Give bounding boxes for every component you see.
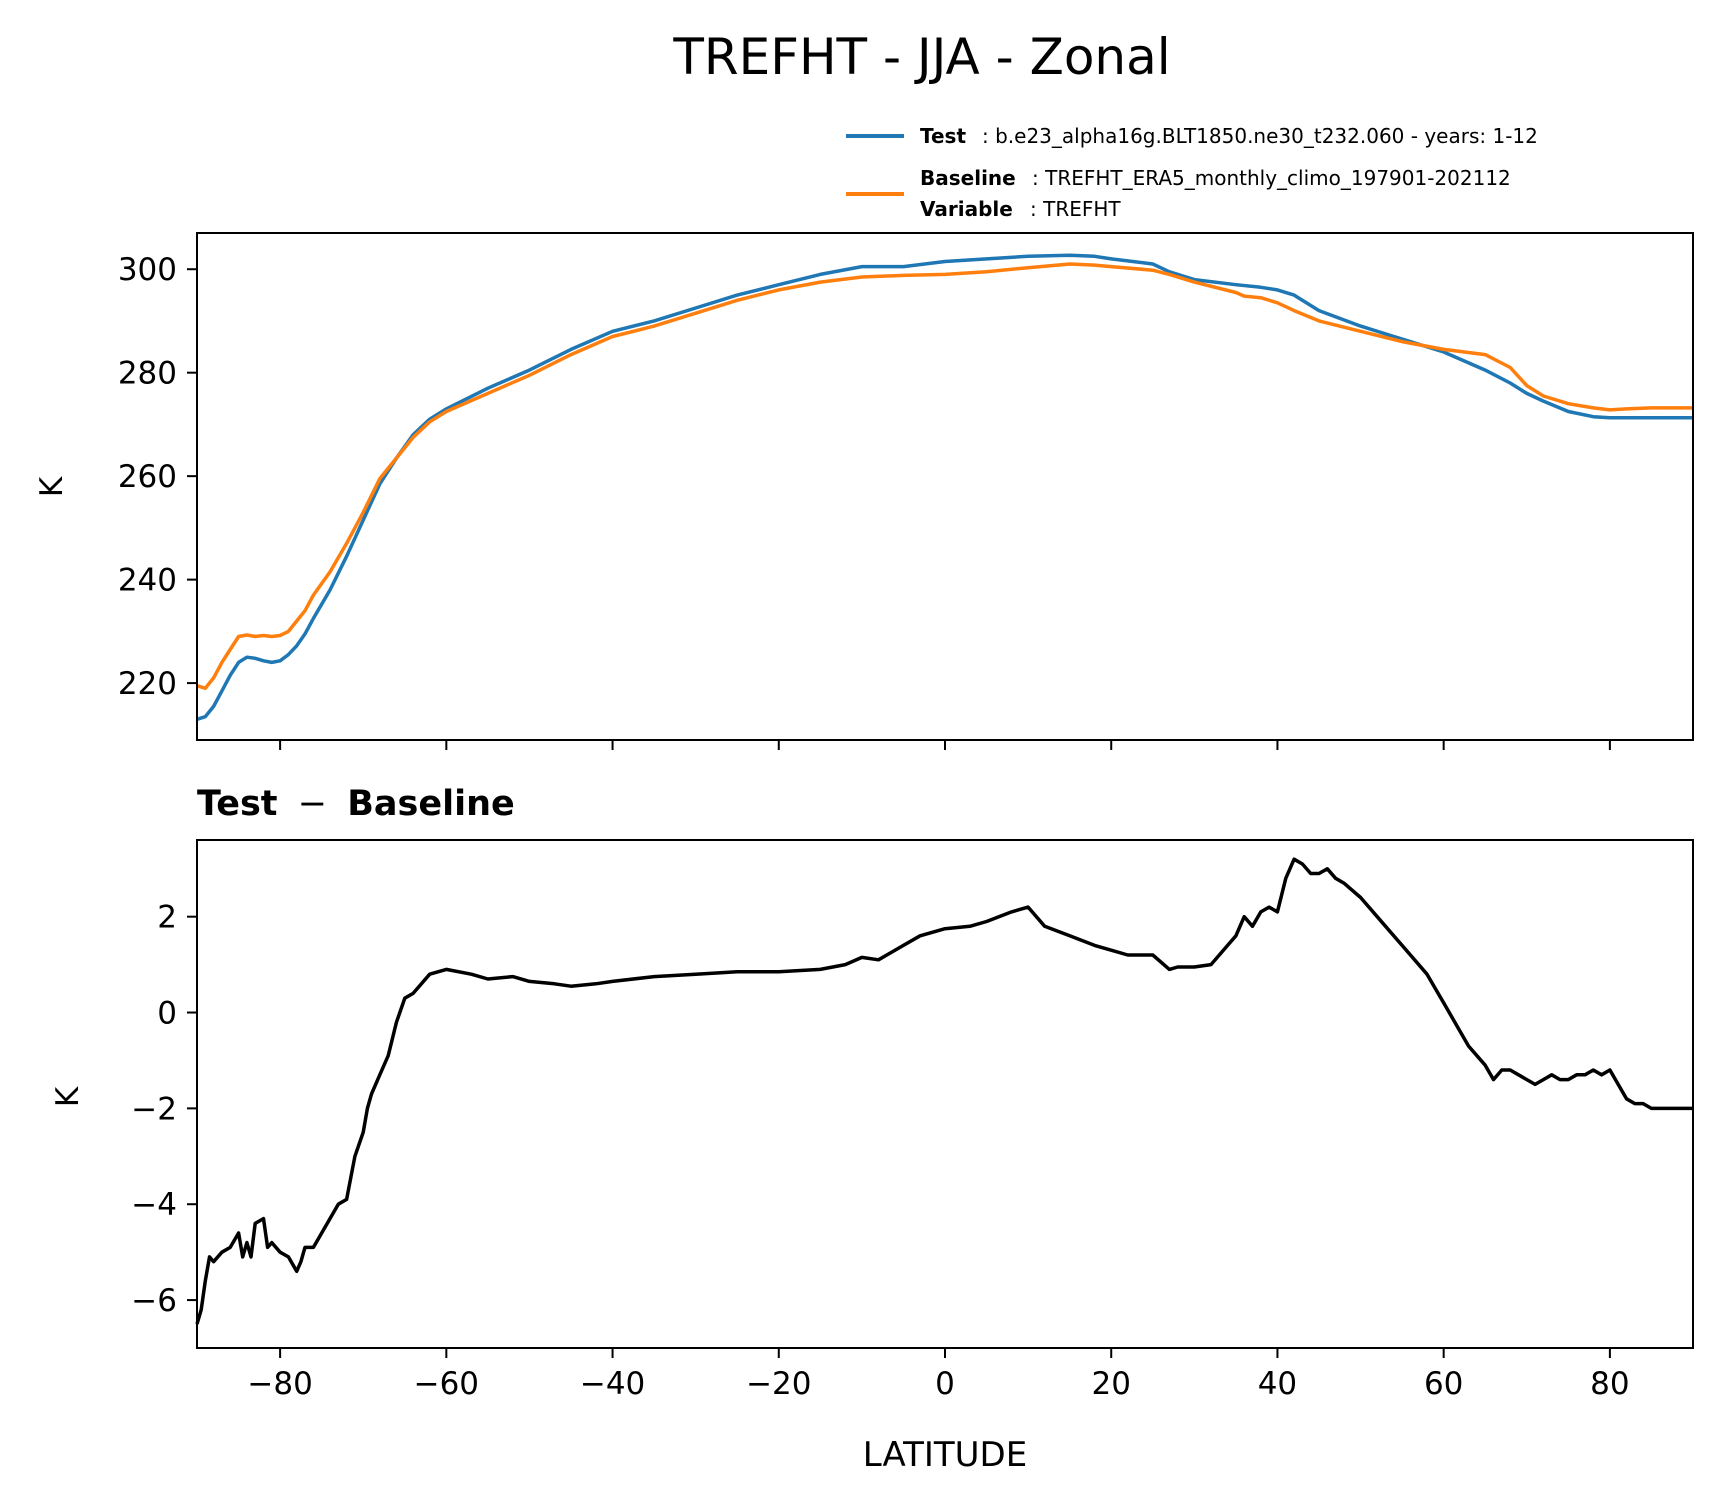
top-panel: 220 240 260 280 300 K xyxy=(34,232,1694,750)
bottom-axes-frame xyxy=(196,839,1694,1349)
legend-baseline-label: Baseline xyxy=(920,166,1016,190)
legend-variable-text: : TREFHT xyxy=(1030,197,1121,221)
x-tick-label: 40 xyxy=(1258,1366,1297,1402)
x-tick-label: 0 xyxy=(935,1366,955,1402)
legend: Test : b.e23_alpha16g.BLT1850.ne30_t232.… xyxy=(846,124,1538,221)
bottom-y-tick-label: −4 xyxy=(131,1187,177,1223)
top-y-tick-label: 260 xyxy=(118,459,177,495)
bottom-x-ticks: −80 −60 −40 −20 0 20 40 60 80 xyxy=(247,1348,1630,1402)
legend-baseline-text: : TREFHT_ERA5_monthly_climo_197901-20211… xyxy=(1032,166,1511,190)
top-y-ticks: 220 240 260 280 300 xyxy=(118,252,197,702)
bottom-panel-title: Test − Baseline xyxy=(197,784,515,824)
x-tick-label: −40 xyxy=(580,1366,645,1402)
bottom-series-line-diff xyxy=(195,857,1693,1325)
bottom-y-tick-label: −2 xyxy=(131,1091,177,1127)
x-tick-label: 80 xyxy=(1590,1366,1629,1402)
bottom-y-tick-label: 0 xyxy=(157,996,177,1032)
bottom-y-ticks: −6 −4 −2 0 2 xyxy=(131,900,197,1319)
x-tick-label: −80 xyxy=(247,1366,312,1402)
top-axes-frame xyxy=(196,232,1694,741)
x-tick-label: −60 xyxy=(414,1366,479,1402)
top-y-tick-label: 280 xyxy=(118,356,177,392)
top-x-ticks xyxy=(279,740,1611,750)
top-y-axis-label: K xyxy=(34,476,70,497)
top-y-tick-label: 300 xyxy=(118,252,177,288)
top-series-line-baseline xyxy=(196,262,1693,691)
top-y-tick-label: 240 xyxy=(118,563,177,599)
bottom-y-tick-label: 2 xyxy=(157,900,177,936)
x-axis-label: LATITUDE xyxy=(863,1435,1027,1475)
top-series-group xyxy=(196,253,1693,721)
x-tick-label: −20 xyxy=(746,1366,811,1402)
top-y-tick-label: 220 xyxy=(118,666,177,702)
bottom-y-tick-label: −6 xyxy=(131,1283,177,1319)
legend-test-text: : b.e23_alpha16g.BLT1850.ne30_t232.060 -… xyxy=(982,124,1538,148)
legend-test-label: Test xyxy=(920,124,966,148)
bottom-title-baseline: Baseline xyxy=(347,784,515,824)
bottom-title-test: Test xyxy=(197,784,278,824)
bottom-series-group xyxy=(195,857,1693,1325)
x-tick-label: 20 xyxy=(1091,1366,1130,1402)
bottom-title-minus: − xyxy=(298,784,327,824)
legend-variable-label: Variable xyxy=(920,197,1013,221)
bottom-y-axis-label: K xyxy=(50,1086,86,1107)
x-tick-label: 60 xyxy=(1424,1366,1463,1402)
bottom-panel: Test − Baseline −6−4−202 −80 −60 −40 −20 0 20… xyxy=(50,784,1694,1475)
figure-title: TREFHT - JJA - Zonal xyxy=(672,28,1170,86)
